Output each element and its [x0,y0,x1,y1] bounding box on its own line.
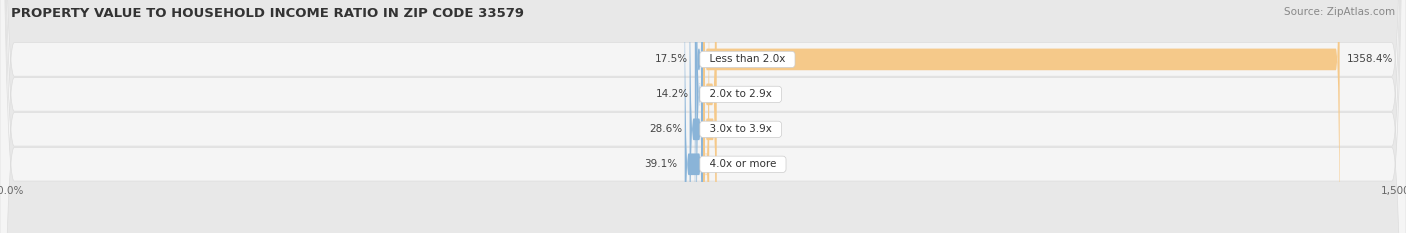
Text: Less than 2.0x: Less than 2.0x [703,55,792,64]
Text: 13.2%: 13.2% [716,159,749,169]
FancyBboxPatch shape [689,0,703,233]
Text: 27.8%: 27.8% [723,89,756,99]
Text: Source: ZipAtlas.com: Source: ZipAtlas.com [1284,7,1395,17]
Text: 2.0x to 2.9x: 2.0x to 2.9x [703,89,779,99]
Text: 1358.4%: 1358.4% [1347,55,1393,64]
Text: 28.6%: 28.6% [650,124,682,134]
Text: 17.5%: 17.5% [655,55,688,64]
Text: 39.1%: 39.1% [644,159,678,169]
FancyBboxPatch shape [703,0,709,233]
FancyBboxPatch shape [703,0,716,233]
FancyBboxPatch shape [695,0,703,233]
FancyBboxPatch shape [703,0,717,233]
FancyBboxPatch shape [696,0,703,233]
Text: 3.0x to 3.9x: 3.0x to 3.9x [703,124,779,134]
Text: 4.0x or more: 4.0x or more [703,159,783,169]
Text: 14.2%: 14.2% [657,89,689,99]
Text: PROPERTY VALUE TO HOUSEHOLD INCOME RATIO IN ZIP CODE 33579: PROPERTY VALUE TO HOUSEHOLD INCOME RATIO… [11,7,524,20]
FancyBboxPatch shape [703,0,1340,233]
FancyBboxPatch shape [685,0,703,233]
Text: 29.3%: 29.3% [724,124,756,134]
